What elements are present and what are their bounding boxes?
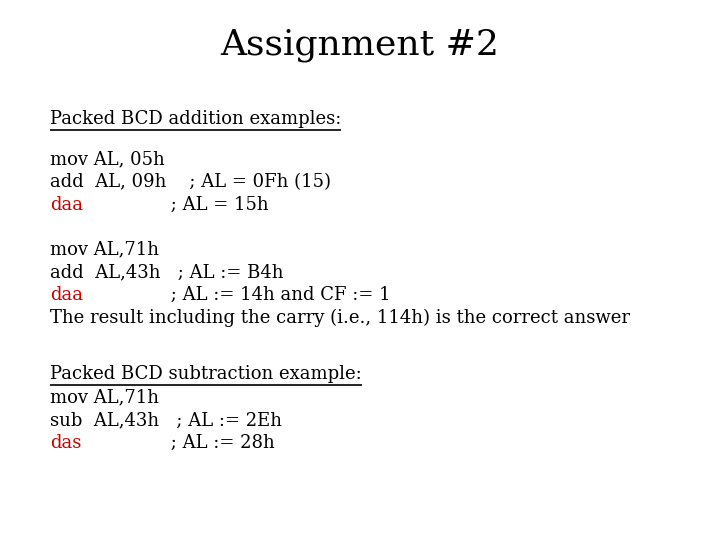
Text: ; AL := 14h and CF := 1: ; AL := 14h and CF := 1 (50, 286, 391, 304)
Text: mov AL,71h: mov AL,71h (50, 388, 159, 406)
Text: The result including the carry (i.e., 114h) is the correct answer: The result including the carry (i.e., 11… (50, 309, 630, 327)
Text: sub  AL,43h   ; AL := 2Eh: sub AL,43h ; AL := 2Eh (50, 411, 282, 429)
Text: Assignment #2: Assignment #2 (220, 28, 500, 62)
Text: add  AL,43h   ; AL := B4h: add AL,43h ; AL := B4h (50, 263, 284, 281)
Text: das: das (50, 434, 81, 452)
Text: Packed BCD subtraction example:: Packed BCD subtraction example: (50, 365, 361, 383)
Text: Packed BCD addition examples:: Packed BCD addition examples: (50, 110, 341, 128)
Text: add  AL, 09h    ; AL = 0Fh (15): add AL, 09h ; AL = 0Fh (15) (50, 173, 331, 191)
Text: daa: daa (50, 286, 83, 304)
Text: daa: daa (50, 196, 83, 214)
Text: mov AL, 05h: mov AL, 05h (50, 150, 165, 168)
Text: ; AL = 15h: ; AL = 15h (50, 196, 269, 214)
Text: mov AL,71h: mov AL,71h (50, 240, 159, 258)
Text: ; AL := 28h: ; AL := 28h (50, 434, 275, 452)
